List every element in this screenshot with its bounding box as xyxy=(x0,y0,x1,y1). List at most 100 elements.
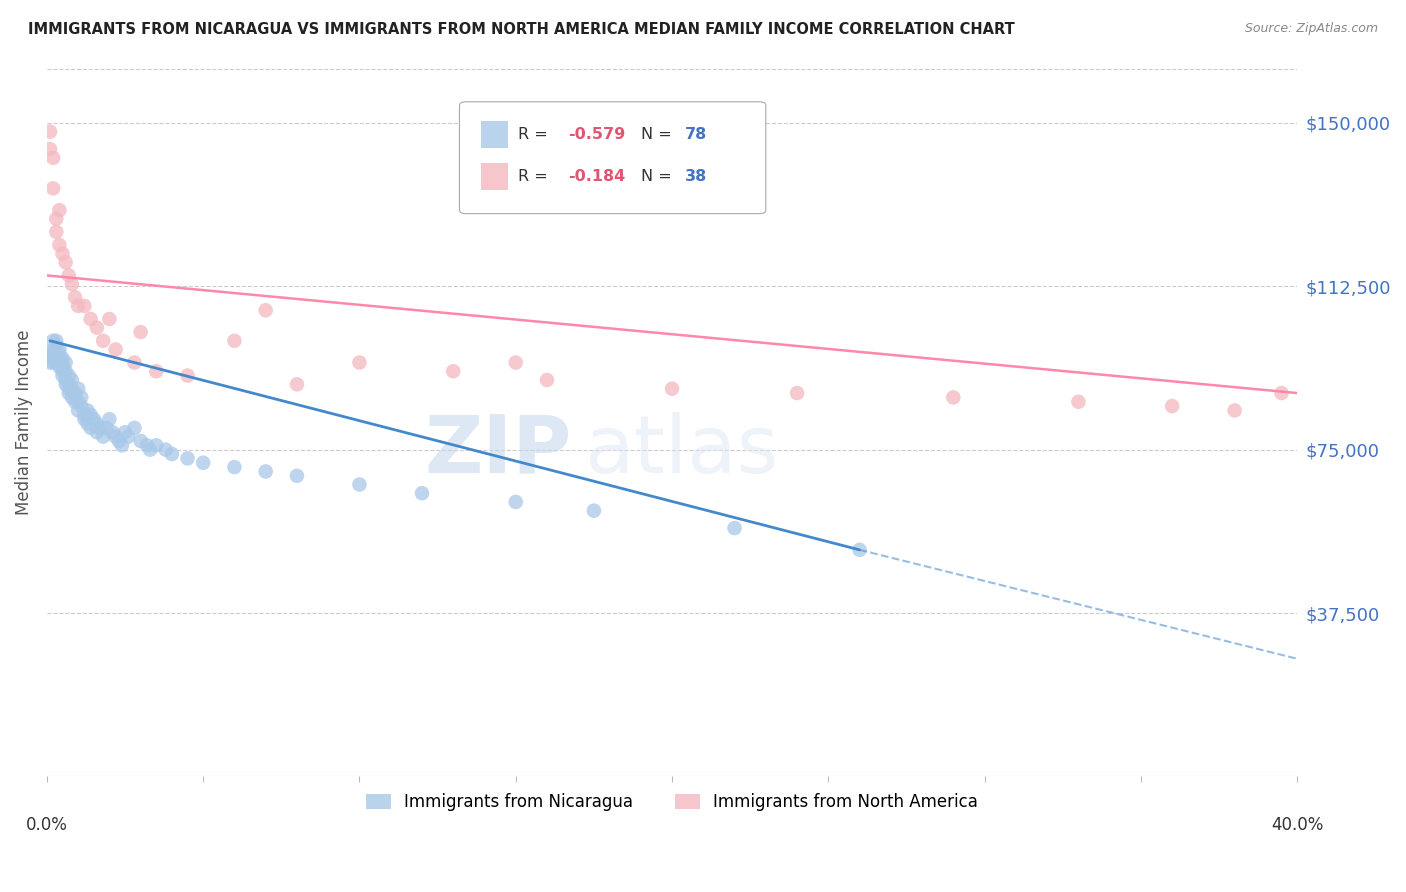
Point xyxy=(39,351,62,366)
Point xyxy=(60,277,83,292)
Point xyxy=(55,377,77,392)
Text: 78: 78 xyxy=(685,127,707,142)
Point xyxy=(1067,394,1090,409)
Point xyxy=(98,312,121,326)
Point xyxy=(942,391,965,405)
Point xyxy=(98,412,121,426)
Point xyxy=(67,299,90,313)
Point xyxy=(536,373,558,387)
Point xyxy=(48,343,70,357)
Point xyxy=(58,377,80,392)
Point xyxy=(60,391,83,405)
Point xyxy=(70,391,93,405)
Point xyxy=(48,359,70,374)
Y-axis label: Median Family Income: Median Family Income xyxy=(15,330,32,516)
Point xyxy=(63,386,86,401)
Point xyxy=(45,225,67,239)
Point xyxy=(51,359,73,374)
Point xyxy=(193,456,215,470)
Point xyxy=(254,465,277,479)
Point xyxy=(79,408,101,422)
Point xyxy=(55,373,77,387)
Point xyxy=(145,364,167,378)
Point xyxy=(42,181,65,195)
Point xyxy=(224,460,246,475)
Text: ZIP: ZIP xyxy=(425,412,572,490)
Point xyxy=(45,351,67,366)
Point xyxy=(83,412,105,426)
Point xyxy=(39,355,62,369)
Point xyxy=(70,399,93,413)
Point xyxy=(39,347,62,361)
Text: N =: N = xyxy=(641,169,676,185)
Point xyxy=(51,355,73,369)
Point xyxy=(39,142,62,156)
Point xyxy=(124,421,146,435)
Text: Source: ZipAtlas.com: Source: ZipAtlas.com xyxy=(1244,22,1378,36)
Text: 0.0%: 0.0% xyxy=(25,815,67,833)
Point xyxy=(76,417,98,431)
Point xyxy=(107,434,129,448)
Point xyxy=(86,425,108,440)
Point xyxy=(58,386,80,401)
Text: -0.184: -0.184 xyxy=(568,169,626,185)
Text: atlas: atlas xyxy=(585,412,779,490)
Bar xyxy=(481,121,508,148)
Point xyxy=(139,442,162,457)
Point xyxy=(411,486,433,500)
Point xyxy=(42,343,65,357)
Point xyxy=(582,503,605,517)
Point xyxy=(145,438,167,452)
Point xyxy=(48,238,70,252)
Point xyxy=(505,355,527,369)
Text: -0.579: -0.579 xyxy=(568,127,626,142)
Point xyxy=(55,355,77,369)
Point xyxy=(42,351,65,366)
Point xyxy=(73,299,96,313)
Point xyxy=(48,347,70,361)
Point xyxy=(224,334,246,348)
Point xyxy=(58,382,80,396)
Text: IMMIGRANTS FROM NICARAGUA VS IMMIGRANTS FROM NORTH AMERICA MEDIAN FAMILY INCOME : IMMIGRANTS FROM NICARAGUA VS IMMIGRANTS … xyxy=(28,22,1015,37)
Point xyxy=(101,425,124,440)
Text: 38: 38 xyxy=(685,169,707,185)
Point xyxy=(42,355,65,369)
Point xyxy=(1161,399,1184,413)
Point xyxy=(176,451,198,466)
Point xyxy=(1223,403,1246,417)
Point xyxy=(723,521,745,535)
Point xyxy=(111,438,134,452)
Point xyxy=(76,403,98,417)
Point xyxy=(91,334,114,348)
Point xyxy=(48,203,70,218)
Point xyxy=(114,425,136,440)
Point xyxy=(117,429,139,443)
Text: R =: R = xyxy=(519,127,553,142)
FancyBboxPatch shape xyxy=(460,102,766,213)
Point xyxy=(51,351,73,366)
Point xyxy=(42,347,65,361)
Point xyxy=(48,351,70,366)
Point xyxy=(129,325,152,339)
Text: N =: N = xyxy=(641,127,676,142)
Point xyxy=(45,211,67,226)
Point xyxy=(51,368,73,383)
Bar xyxy=(481,163,508,190)
Point xyxy=(104,343,127,357)
Point xyxy=(73,412,96,426)
Point xyxy=(86,417,108,431)
Point xyxy=(58,368,80,383)
Point xyxy=(349,355,371,369)
Point xyxy=(176,368,198,383)
Point xyxy=(505,495,527,509)
Point xyxy=(42,151,65,165)
Point xyxy=(1270,386,1292,401)
Point xyxy=(45,334,67,348)
Point xyxy=(349,477,371,491)
Text: 40.0%: 40.0% xyxy=(1271,815,1323,833)
Point xyxy=(96,421,118,435)
Point xyxy=(661,382,683,396)
Legend: Immigrants from Nicaragua, Immigrants from North America: Immigrants from Nicaragua, Immigrants fr… xyxy=(360,786,984,818)
Point xyxy=(39,347,62,361)
Point xyxy=(45,347,67,361)
